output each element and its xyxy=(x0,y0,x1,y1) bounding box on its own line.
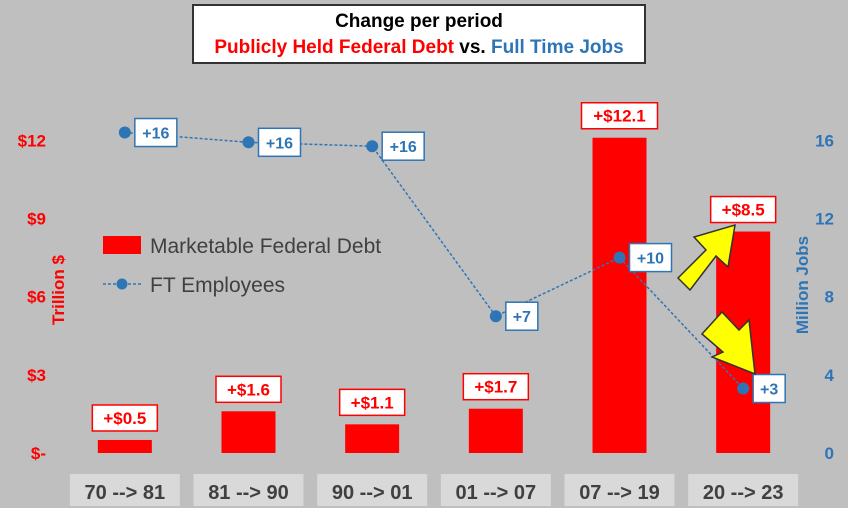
jobs-line xyxy=(124,131,744,390)
debt-data-label-box xyxy=(215,375,282,404)
jobs-point xyxy=(613,251,626,264)
debt-bar xyxy=(592,137,647,453)
annotation-arrows xyxy=(676,223,756,376)
right-axis-tick-label: 8 xyxy=(825,288,834,307)
right-axis-tick-label: 12 xyxy=(815,210,834,229)
jobs-data-label: +16 xyxy=(142,126,169,143)
jobs-data-label: +16 xyxy=(266,135,293,152)
jobs-point xyxy=(737,382,750,395)
debt-data-label-box xyxy=(580,101,659,130)
subtitle-debt: Publicly Held Federal Debt xyxy=(214,37,454,58)
x-tick-label: 70 --> 81 xyxy=(85,482,166,504)
left-axis: Trillion $ $- $3 $6 $9 $12 xyxy=(18,131,68,463)
jobs-point xyxy=(242,136,255,149)
left-axis-tick-label: $6 xyxy=(27,288,46,307)
x-tick-box xyxy=(564,474,675,506)
x-tick-label: 07 --> 19 xyxy=(579,482,660,504)
right-axis-tick-label: 0 xyxy=(825,444,834,463)
x-tick-box xyxy=(193,474,304,506)
right-axis-tick-label: 4 xyxy=(825,366,835,385)
left-axis-tick-label: $12 xyxy=(18,131,46,150)
debt-data-label: +$1.7 xyxy=(474,378,517,397)
left-axis-title: Trillion $ xyxy=(49,255,68,325)
jobs-data-label-box xyxy=(752,373,786,404)
left-axis-tick-label: $- xyxy=(31,444,46,463)
jobs-point xyxy=(489,310,502,323)
yellow-arrow-up-icon xyxy=(676,223,736,292)
debt-data-label: +$1.1 xyxy=(351,393,394,412)
debt-data-label-box xyxy=(91,404,159,432)
x-tick-label: 81 --> 90 xyxy=(208,482,289,504)
right-axis-tick-label: 16 xyxy=(815,131,834,150)
legend-label-debt: Marketable Federal Debt xyxy=(150,235,381,258)
right-axis-title: Million Jobs xyxy=(793,236,812,334)
debt-bar xyxy=(97,439,152,453)
legend-label-jobs: FT Employees xyxy=(150,274,285,297)
jobs-data-label-box xyxy=(381,131,425,161)
legend-swatch-debt xyxy=(103,236,141,254)
jobs-point xyxy=(366,140,379,153)
subtitle-jobs: Full Time Jobs xyxy=(490,37,624,58)
legend: Marketable Federal Debt FT Employees xyxy=(103,235,381,297)
jobs-data-label-box xyxy=(257,127,302,158)
debt-data-label: +$8.5 xyxy=(722,201,765,220)
jobs-data-label-box xyxy=(134,117,178,148)
yellow-arrow-down-icon xyxy=(700,310,756,376)
debt-data-label: +$0.5 xyxy=(103,409,146,428)
x-tick-label: 90 --> 01 xyxy=(332,482,413,504)
debt-bar xyxy=(468,408,523,453)
jobs-data-label-box xyxy=(628,242,673,273)
x-tick-label: 20 --> 23 xyxy=(703,482,784,504)
x-tick-box xyxy=(317,474,428,506)
debt-data-label: +$1.6 xyxy=(227,380,270,399)
jobs-data-label: +10 xyxy=(637,251,664,268)
legend-marker-jobs xyxy=(116,278,128,290)
debt-bar xyxy=(221,411,276,453)
left-axis-tick-label: $3 xyxy=(27,366,46,385)
debt-data-label-box xyxy=(709,195,777,224)
chart-title-box: Change per period Publicly Held Federal … xyxy=(192,4,646,64)
debt-data-label-box xyxy=(338,388,406,417)
left-axis-tick-label: $9 xyxy=(27,210,46,229)
subtitle-vs: vs. xyxy=(454,37,491,58)
jobs-data-label: +16 xyxy=(390,139,417,156)
x-tick-label: 01 --> 07 xyxy=(456,482,537,504)
jobs-point xyxy=(118,126,131,139)
debt-data-label-box xyxy=(462,372,530,401)
jobs-data-label-box xyxy=(505,301,539,331)
jobs-data-label: +3 xyxy=(760,382,778,399)
debt-data-label: +$12.1 xyxy=(593,107,645,126)
plot-area: 70 --> 81 +$0.5 81 --> 90 +$1.6 90 --> 01 +$1… xyxy=(69,101,799,506)
jobs-data-label: +7 xyxy=(513,309,531,326)
x-tick-box xyxy=(688,474,799,506)
chart-subtitle: Publicly Held Federal Debt vs. Full Time… xyxy=(194,35,644,61)
right-axis: Million Jobs 0 4 8 12 16 xyxy=(793,131,835,463)
x-tick-box xyxy=(440,474,551,506)
debt-bar xyxy=(345,424,400,453)
x-tick-box xyxy=(69,474,180,506)
chart-title: Change per period xyxy=(335,11,503,32)
